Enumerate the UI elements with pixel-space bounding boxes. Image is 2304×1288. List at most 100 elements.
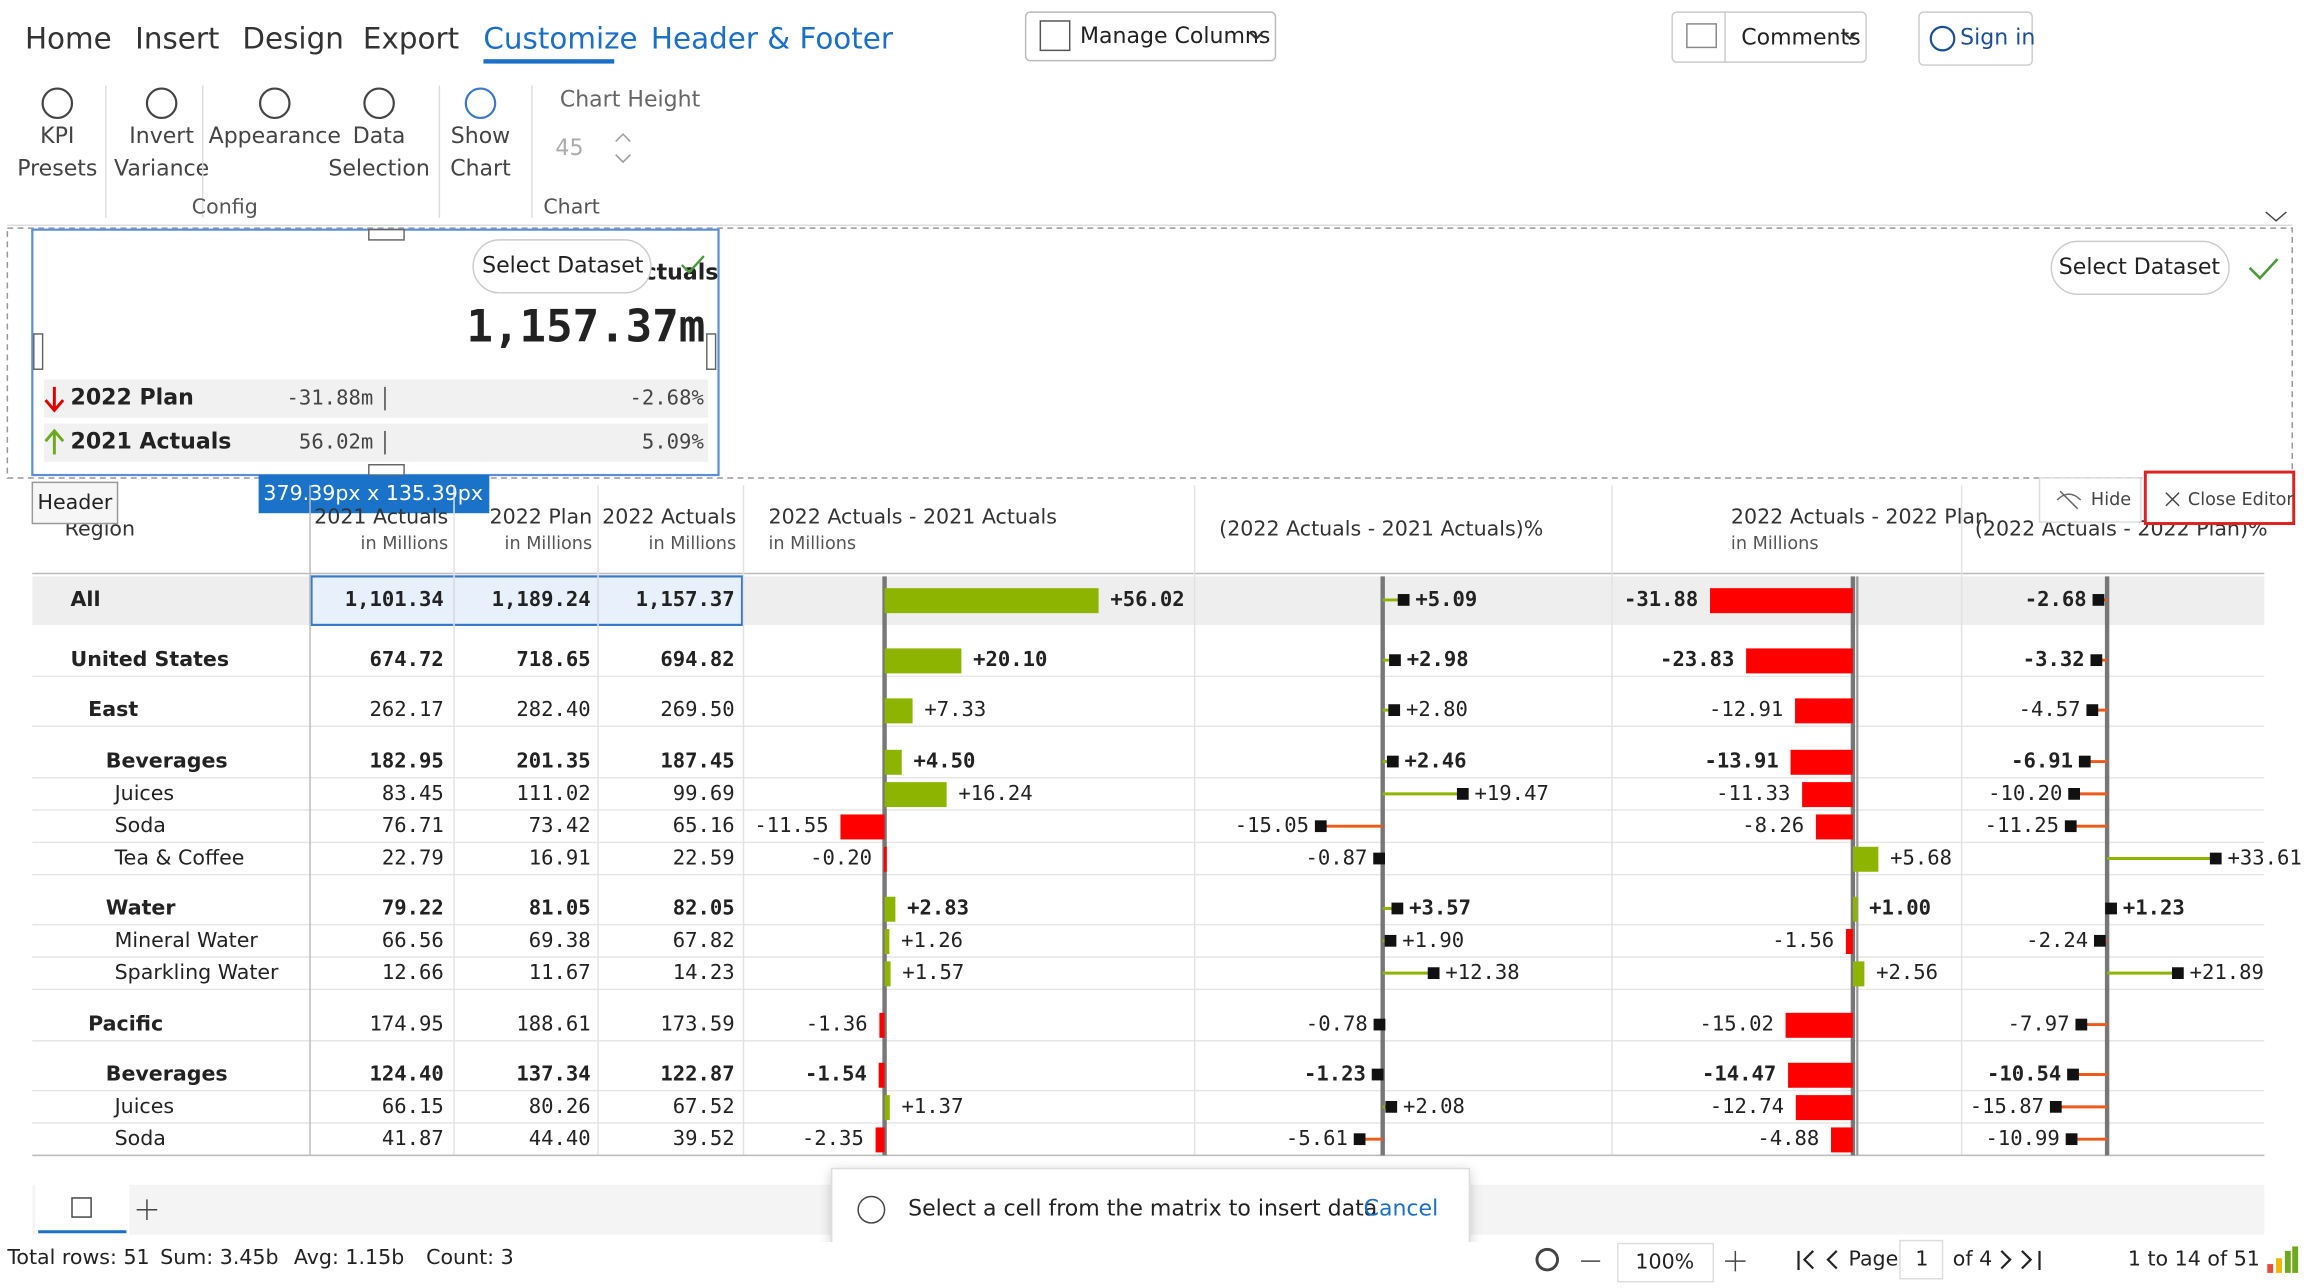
ribbon-tab[interactable]: Header & Footer [651, 22, 894, 56]
value-cell[interactable]: 69.38 [529, 928, 591, 952]
ribbon-button-label[interactable]: Appearance [209, 124, 341, 149]
value-cell[interactable]: 1,157.37 [636, 587, 735, 611]
add-sheet[interactable] [136, 1199, 158, 1220]
icon [1039, 20, 1071, 52]
value-cell[interactable]: 65.16 [673, 813, 735, 837]
page-box[interactable] [1899, 1239, 1944, 1280]
variance-label: -0.87 [1305, 846, 1367, 870]
value-cell[interactable]: 111.02 [516, 781, 590, 805]
value-cell[interactable]: 82.05 [673, 895, 735, 919]
manage-columns-label[interactable]: Manage Columns [1080, 24, 1270, 49]
value-cell[interactable]: 174.95 [369, 1012, 443, 1036]
value-cell[interactable]: 66.56 [382, 928, 444, 952]
signal-bar [2267, 1264, 2274, 1273]
chart-height-value[interactable]: 45 [555, 136, 583, 161]
close-editor-label[interactable]: Close Editor [2188, 490, 2295, 510]
select-dataset-button[interactable] [472, 239, 652, 294]
sign-in-label[interactable]: Sign in [1960, 26, 2035, 51]
region-cell: Pacific [88, 1012, 163, 1036]
value-cell[interactable]: 41.87 [382, 1126, 444, 1150]
ribbon-button-label[interactable]: Variance [114, 156, 209, 181]
region-cell: Beverages [106, 749, 228, 773]
variance-label: +2.08 [1403, 1094, 1465, 1118]
ribbon-button-label[interactable]: Selection [328, 156, 430, 181]
value-cell[interactable]: 137.34 [516, 1062, 590, 1086]
ribbon-tab[interactable]: Home [25, 22, 112, 56]
kpi-arrow [44, 386, 65, 413]
ribbon-button-label[interactable]: Presets [17, 156, 97, 181]
region-cell: Juices [113, 781, 174, 805]
value-cell[interactable]: 99.69 [673, 781, 735, 805]
value-cell[interactable]: 22.79 [382, 846, 444, 870]
hide-label[interactable]: Hide [2091, 490, 2131, 510]
value-cell[interactable]: 66.15 [382, 1094, 444, 1118]
value-cell[interactable]: 67.82 [673, 928, 735, 952]
select-dataset-label[interactable]: Select Dataset [482, 253, 644, 278]
value-cell[interactable]: 188.61 [516, 1012, 590, 1036]
sign-in-button[interactable] [1918, 11, 2033, 66]
value-cell[interactable]: 122.87 [660, 1062, 734, 1086]
ribbon-tab[interactable]: Export [363, 22, 459, 56]
page-next[interactable] [2000, 1250, 2041, 1270]
value-cell[interactable]: 187.45 [660, 749, 734, 773]
select-dataset-button[interactable] [2050, 240, 2230, 296]
manage-columns-button[interactable] [1024, 11, 1277, 62]
value-cell[interactable]: 14.23 [673, 960, 735, 984]
value-cell[interactable]: 182.95 [369, 749, 443, 773]
ribbon-button-label[interactable]: Data [353, 124, 406, 149]
value-cell[interactable]: 201.35 [516, 749, 590, 773]
ribbon-button-label[interactable]: Invert [129, 124, 194, 149]
value-cell[interactable]: 718.65 [516, 647, 590, 671]
value-cell[interactable]: 76.71 [382, 813, 444, 837]
value-cell[interactable]: 83.45 [382, 781, 444, 805]
value-cell[interactable]: 79.22 [382, 895, 444, 919]
value-cell[interactable]: 67.52 [673, 1094, 735, 1118]
value-cell[interactable]: 1,189.24 [492, 587, 591, 611]
value-cell[interactable]: 80.26 [529, 1094, 591, 1118]
variance-label: -10.54 [1987, 1062, 2061, 1086]
button-icon [41, 87, 74, 120]
ribbon-button-label[interactable]: Show [451, 124, 510, 149]
ribbon-tab[interactable]: Insert [135, 22, 219, 56]
page-first[interactable] [1797, 1250, 1838, 1270]
collapse[interactable] [2265, 211, 2287, 222]
variance-label: +7.33 [924, 697, 986, 721]
ribbon-button-label[interactable]: KPI [40, 124, 74, 149]
value-cell[interactable]: 674.72 [369, 647, 443, 671]
settings-icon[interactable] [1535, 1247, 1560, 1272]
toast-cancel[interactable]: Cancel [1364, 1197, 1439, 1222]
value-cell[interactable]: 282.40 [516, 697, 590, 721]
value-cell[interactable]: 694.82 [660, 647, 734, 671]
value-cell[interactable]: 262.17 [369, 697, 443, 721]
value-cell[interactable]: 269.50 [660, 697, 734, 721]
zoom-box[interactable] [1617, 1242, 1715, 1283]
kpi-arrow [44, 428, 65, 455]
value-cell[interactable]: 12.66 [382, 960, 444, 984]
zoom-in[interactable] [1725, 1250, 1746, 1272]
value-cell[interactable]: 22.59 [673, 846, 735, 870]
value-cell[interactable]: 1,101.34 [345, 587, 444, 611]
hide-button[interactable] [2038, 477, 2142, 523]
comments-button[interactable] [1671, 11, 1867, 63]
value-cell[interactable]: 11.67 [529, 960, 591, 984]
variance-marker [1373, 852, 1385, 865]
ribbon-tab[interactable]: Customize [483, 22, 637, 56]
ribbon-tab[interactable]: Design [242, 22, 343, 56]
variance-bar [884, 782, 947, 808]
value-cell[interactable]: 16.91 [529, 846, 591, 870]
value-cell[interactable]: 81.05 [529, 895, 591, 919]
value-cell[interactable]: 173.59 [660, 1012, 734, 1036]
kpi-row-bg [44, 379, 709, 418]
select-dataset-label[interactable]: Select Dataset [2059, 255, 2221, 280]
spinner[interactable] [615, 133, 631, 164]
comments-label[interactable]: Comments [1741, 26, 1860, 51]
ribbon-button-label[interactable]: Chart [450, 156, 511, 181]
variance-bar [875, 1127, 885, 1153]
sheet-tab[interactable] [35, 1184, 130, 1235]
value-cell[interactable]: 44.40 [529, 1126, 591, 1150]
value-cell[interactable]: 39.52 [673, 1126, 735, 1150]
variance-label: +1.90 [1402, 928, 1464, 952]
value-cell[interactable]: 73.42 [529, 813, 591, 837]
value-cell[interactable]: 124.40 [369, 1062, 443, 1086]
